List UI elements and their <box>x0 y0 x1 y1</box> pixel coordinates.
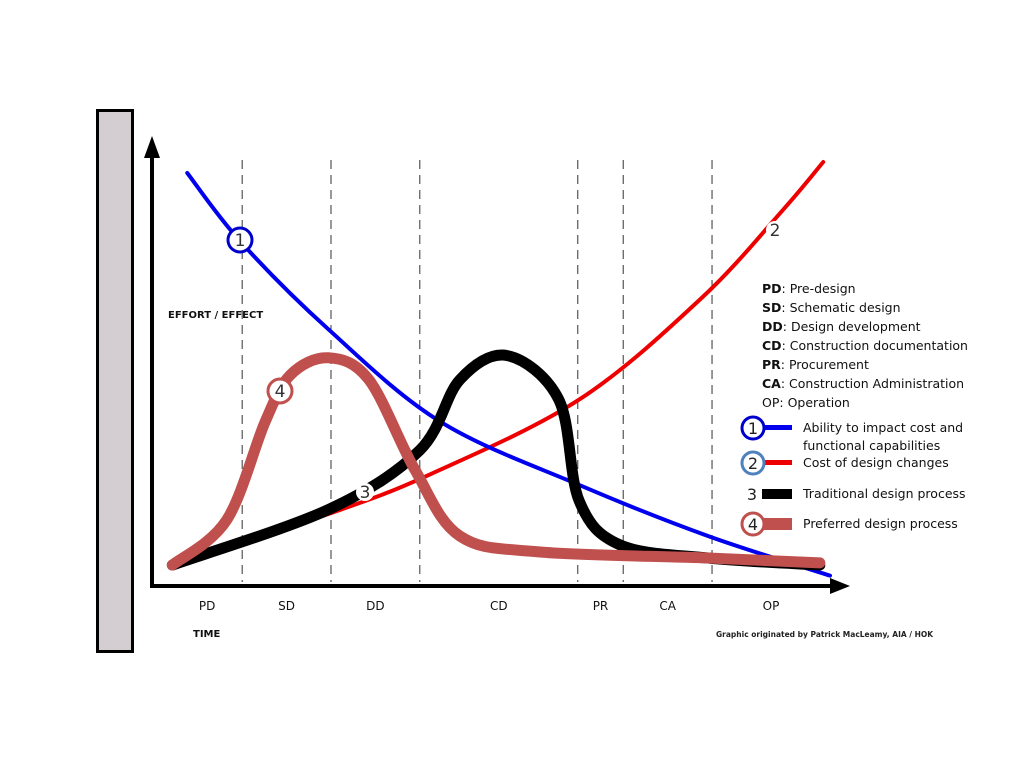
legend-abbr-text: : Procurement <box>780 357 869 372</box>
legend-abbr-code: PD <box>762 281 782 296</box>
marker-gap-2 <box>766 221 784 239</box>
x-axis-arrowhead <box>830 578 850 594</box>
credit-text: Graphic originated by Patrick MacLeamy, … <box>716 630 934 639</box>
legend-abbr-text: : Pre-design <box>781 281 856 296</box>
marker-ring-1 <box>226 226 254 254</box>
legend-abbr-code: DD <box>762 319 783 334</box>
legend-abbr-sd: SD: Schematic design <box>762 298 968 317</box>
key-label-4: Preferred design process <box>803 516 958 531</box>
phase-label-sd: SD <box>278 599 296 613</box>
marker-label-4: 4 <box>275 382 286 402</box>
marker-label-3: 3 <box>360 483 371 503</box>
key-label-2: Cost of design changes <box>803 455 949 470</box>
curve-group <box>166 160 832 578</box>
phase-label-cd: CD <box>489 599 508 613</box>
legend-abbr-pd: PD: Pre-design <box>762 279 968 298</box>
legend-abbr-cd: CD: Construction documentation <box>762 336 968 355</box>
x-axis-label: TIME <box>193 629 221 640</box>
x-axis <box>150 580 835 588</box>
key-label-1: Ability to impact cost and <box>803 420 964 435</box>
legend-abbr-text: : Design development <box>782 319 921 334</box>
phase-label-ca: CA <box>659 599 676 613</box>
legend-abbr-pr: PR: Procurement <box>762 355 968 374</box>
marker-label-1: 1 <box>235 231 246 251</box>
legend-abbr-code: PR <box>762 357 781 372</box>
legend-abbr-dd: DD: Design development <box>762 317 968 336</box>
phase-label-pd: PD <box>198 599 216 613</box>
y-axis-arrowhead <box>144 136 160 158</box>
legend-abbr-code: CA <box>762 376 781 391</box>
key-label-1-line2: functional capabilities <box>803 438 941 453</box>
curve-markers: 1 2 3 4 <box>226 221 784 503</box>
phase-label-pr: PR <box>592 599 609 613</box>
phase-label-op: OP <box>762 599 780 613</box>
key-label-3: Traditional design process <box>803 486 966 501</box>
marker-gap-3 <box>356 483 374 501</box>
legend-abbr-code: OP <box>762 395 780 410</box>
legend-abbr-text: : Operation <box>779 395 850 410</box>
phase-label-dd: DD <box>366 599 385 613</box>
legend-abbr-text: : Schematic design <box>781 300 901 315</box>
legend-abbr-text: : Construction Administration <box>780 376 965 391</box>
legend-abbr-ca: CA: Construction Administration <box>762 374 968 393</box>
legend-abbr-text: : Construction documentation <box>781 338 968 353</box>
curve-2 <box>170 160 826 568</box>
y-axis-label: EFFORT / EFFECT <box>168 310 264 321</box>
side-bar-decoration <box>96 109 134 653</box>
abbreviation-legend: PD: Pre-design SD: Schematic design DD: De… <box>762 279 968 412</box>
marker-label-2: 2 <box>770 221 781 241</box>
curve-4 <box>166 352 826 571</box>
marker-ring-4 <box>266 377 294 405</box>
legend-abbr-code: SD <box>762 300 782 315</box>
legend-abbr-op: OP: Operation <box>762 393 968 412</box>
legend-abbr-code: CD <box>762 338 782 353</box>
